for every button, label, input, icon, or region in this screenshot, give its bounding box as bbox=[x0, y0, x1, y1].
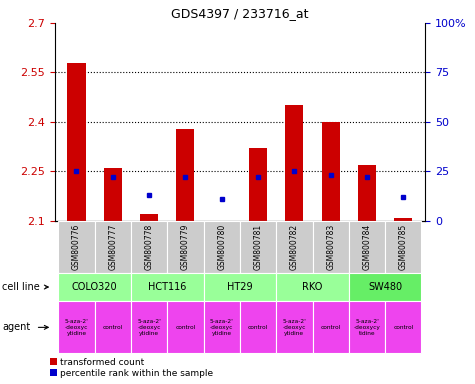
Bar bbox=[67, 63, 86, 221]
Bar bbox=[240, 301, 276, 353]
Bar bbox=[240, 221, 276, 273]
Bar bbox=[349, 301, 385, 353]
Bar bbox=[95, 301, 131, 353]
Bar bbox=[285, 106, 304, 221]
Text: control: control bbox=[321, 325, 341, 330]
Text: GSM800780: GSM800780 bbox=[217, 223, 226, 270]
Bar bbox=[349, 273, 421, 301]
Bar bbox=[276, 273, 349, 301]
Bar bbox=[313, 221, 349, 273]
Text: GSM800782: GSM800782 bbox=[290, 223, 299, 270]
Text: control: control bbox=[248, 325, 268, 330]
Bar bbox=[140, 214, 158, 221]
Legend: transformed count, percentile rank within the sample: transformed count, percentile rank withi… bbox=[50, 358, 214, 377]
Bar bbox=[58, 221, 95, 273]
Text: GSM800777: GSM800777 bbox=[108, 223, 117, 270]
Text: cell line: cell line bbox=[2, 282, 40, 292]
Bar bbox=[358, 165, 376, 221]
Text: GSM800781: GSM800781 bbox=[254, 223, 263, 270]
Bar bbox=[313, 301, 349, 353]
Text: 5-aza-2'
-deoxyc
ytidine: 5-aza-2' -deoxyc ytidine bbox=[210, 319, 234, 336]
Bar bbox=[167, 221, 204, 273]
Bar bbox=[167, 301, 204, 353]
Title: GDS4397 / 233716_at: GDS4397 / 233716_at bbox=[171, 7, 309, 20]
Text: control: control bbox=[393, 325, 413, 330]
Bar bbox=[385, 301, 421, 353]
Text: HT29: HT29 bbox=[227, 282, 253, 292]
Text: GSM800779: GSM800779 bbox=[181, 223, 190, 270]
Bar bbox=[204, 301, 240, 353]
Bar bbox=[322, 122, 340, 221]
Text: control: control bbox=[103, 325, 123, 330]
Text: 5-aza-2'
-deoxyc
ytidine: 5-aza-2' -deoxyc ytidine bbox=[283, 319, 306, 336]
Text: GSM800785: GSM800785 bbox=[399, 223, 408, 270]
Text: 5-aza-2'
-deoxyc
ytidine: 5-aza-2' -deoxyc ytidine bbox=[65, 319, 88, 336]
Bar bbox=[131, 221, 167, 273]
Bar bbox=[276, 221, 313, 273]
Bar bbox=[131, 273, 204, 301]
Text: GSM800784: GSM800784 bbox=[362, 223, 371, 270]
Text: GSM800778: GSM800778 bbox=[144, 223, 153, 270]
Text: 5-aza-2'
-deoxyc
ytidine: 5-aza-2' -deoxyc ytidine bbox=[137, 319, 161, 336]
Bar bbox=[204, 221, 240, 273]
Text: GSM800776: GSM800776 bbox=[72, 223, 81, 270]
Bar bbox=[276, 301, 313, 353]
Text: HCT116: HCT116 bbox=[148, 282, 186, 292]
Text: RKO: RKO bbox=[302, 282, 323, 292]
Bar bbox=[95, 221, 131, 273]
Text: COLO320: COLO320 bbox=[72, 282, 117, 292]
Text: SW480: SW480 bbox=[368, 282, 402, 292]
Bar bbox=[176, 129, 194, 221]
Bar bbox=[394, 217, 412, 221]
Bar bbox=[58, 301, 95, 353]
Bar bbox=[249, 148, 267, 221]
Bar bbox=[385, 221, 421, 273]
Bar bbox=[58, 273, 131, 301]
Text: agent: agent bbox=[2, 322, 30, 333]
Text: GSM800783: GSM800783 bbox=[326, 223, 335, 270]
Text: control: control bbox=[175, 325, 196, 330]
Bar bbox=[131, 301, 167, 353]
Bar bbox=[204, 273, 276, 301]
Bar bbox=[349, 221, 385, 273]
Bar bbox=[104, 168, 122, 221]
Text: 5-aza-2'
-deoxycy
tidine: 5-aza-2' -deoxycy tidine bbox=[353, 319, 380, 336]
